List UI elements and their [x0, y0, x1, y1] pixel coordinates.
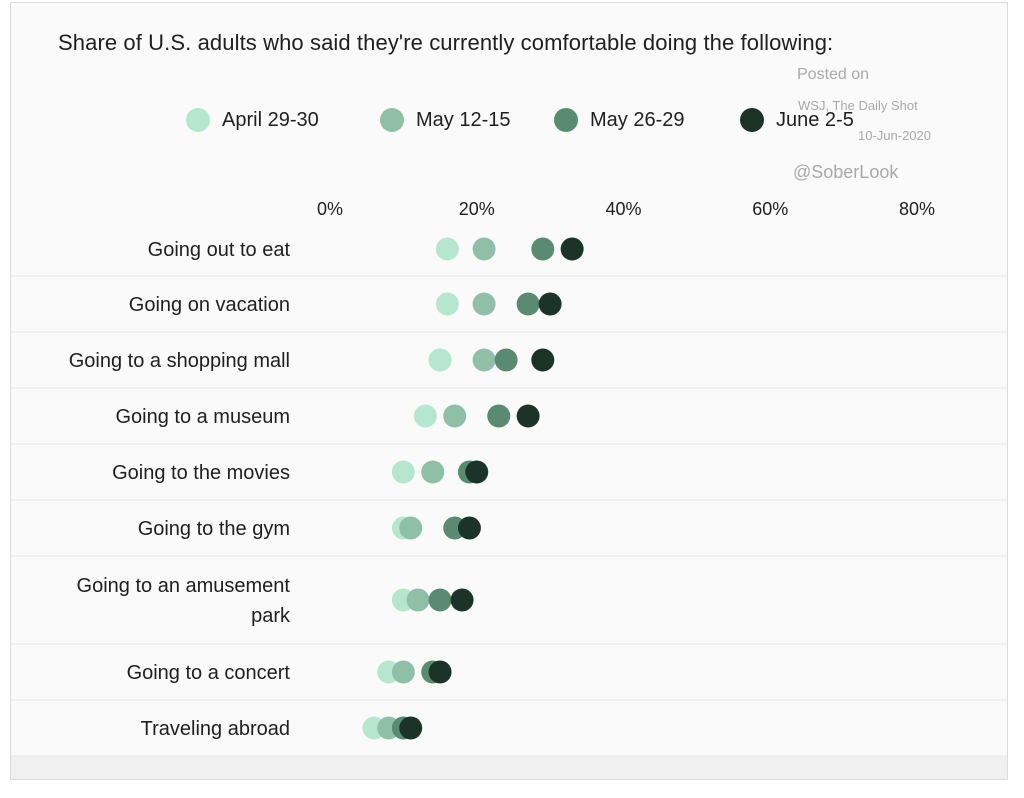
x-tick-label: 60%	[752, 199, 788, 219]
row-label: Going to a shopping mall	[69, 350, 290, 372]
data-point	[560, 237, 584, 261]
row-label: Going to a museum	[115, 406, 290, 428]
data-point	[472, 237, 496, 261]
legend-swatch	[554, 108, 578, 132]
data-point	[472, 348, 496, 372]
x-tick-label: 40%	[605, 199, 641, 219]
x-tick-label: 0%	[317, 199, 343, 219]
legend-item: May 12-15	[380, 106, 511, 134]
row-label: Going out to eat	[148, 239, 291, 261]
data-point	[399, 516, 423, 540]
x-tick-label: 80%	[899, 199, 935, 219]
data-point	[391, 660, 415, 684]
row-label: Going to the movies	[112, 462, 290, 484]
row-label: Going to an amusement	[77, 575, 291, 597]
legend-item: May 26-29	[554, 106, 685, 134]
row-label: Going on vacation	[129, 294, 290, 316]
data-point	[435, 292, 459, 316]
data-point	[457, 516, 481, 540]
watermark-handle: @SoberLook	[793, 162, 899, 182]
data-point	[406, 588, 430, 612]
data-point	[391, 460, 415, 484]
row-label: Going to a concert	[127, 662, 291, 684]
watermark-source: WSJ, The Daily Shot	[798, 98, 918, 113]
legend-item: April 29-30	[186, 106, 319, 134]
data-point	[516, 292, 540, 316]
data-point	[443, 404, 467, 428]
chart-title: Share of U.S. adults who said they're cu…	[58, 30, 834, 55]
data-point	[428, 588, 452, 612]
data-point	[428, 660, 452, 684]
row-label: park	[251, 605, 291, 627]
data-point	[487, 404, 511, 428]
row-label: Going to the gym	[138, 518, 290, 540]
legend-label: June 2-5	[776, 108, 854, 131]
watermark-posted-on: Posted on	[797, 66, 870, 83]
data-point	[531, 237, 555, 261]
legend-label: April 29-30	[222, 108, 319, 131]
data-point	[494, 348, 518, 372]
data-point	[413, 404, 437, 428]
data-point	[531, 348, 555, 372]
data-point	[421, 460, 445, 484]
legend-swatch	[380, 108, 404, 132]
data-point	[435, 237, 459, 261]
data-point	[516, 404, 540, 428]
x-tick-label: 20%	[459, 199, 495, 219]
data-point	[399, 716, 423, 740]
legend-swatch	[186, 108, 210, 132]
data-point	[538, 292, 562, 316]
data-point	[472, 292, 496, 316]
chart-frame	[10, 2, 1008, 780]
row-label: Traveling abroad	[141, 718, 290, 740]
data-point	[450, 588, 474, 612]
watermark-date: 10-Jun-2020	[858, 128, 931, 143]
legend-swatch	[740, 108, 764, 132]
data-point	[465, 460, 489, 484]
legend-item: June 2-5	[740, 106, 854, 134]
legend-label: May 12-15	[416, 108, 511, 131]
legend-label: May 26-29	[590, 108, 685, 131]
bottom-band	[11, 757, 1007, 779]
data-point	[428, 348, 452, 372]
